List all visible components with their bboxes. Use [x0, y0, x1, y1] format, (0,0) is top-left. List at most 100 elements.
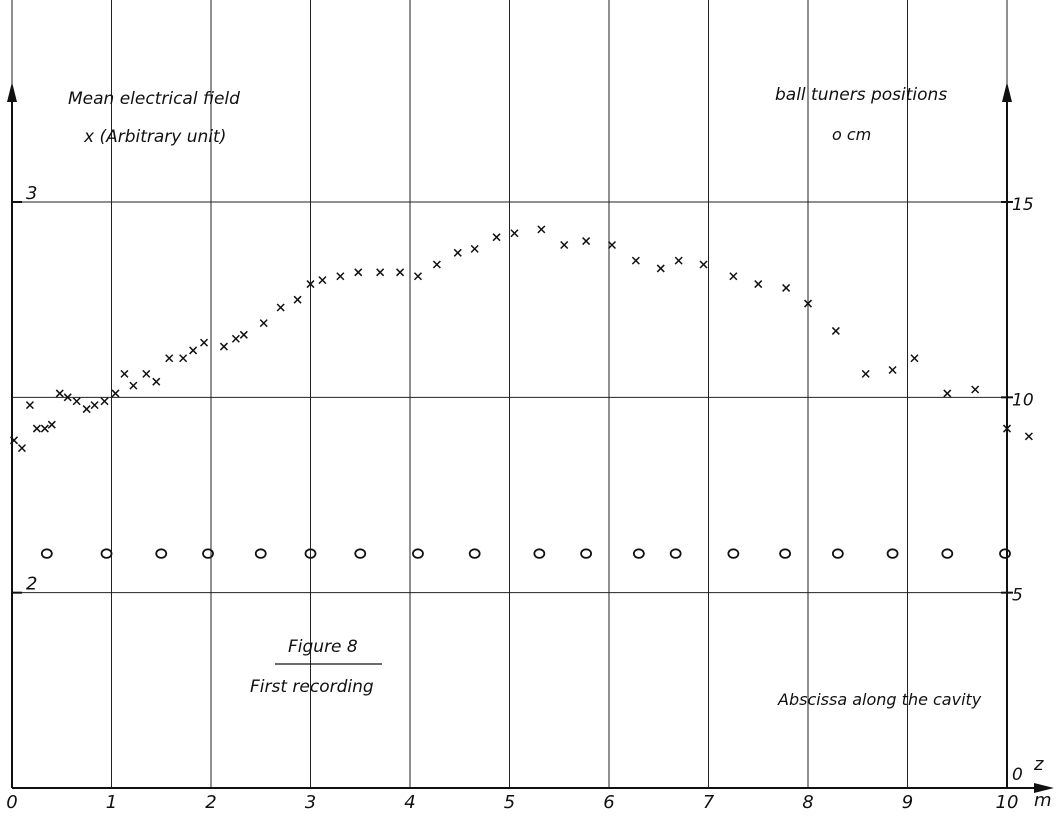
data-point-x — [336, 272, 345, 281]
field-series — [9, 225, 1033, 453]
x-tick-0: 0 — [6, 792, 17, 813]
data-point-x — [971, 385, 980, 394]
data-point-o — [632, 548, 645, 559]
figure-title: Figure 8 — [288, 637, 358, 657]
x-tick-labels: 0 1 2 3 4 5 6 7 8 9 10 — [6, 792, 1018, 813]
data-point-x — [1024, 432, 1033, 441]
left-axis-subtitle: x (Arbitrary unit) — [83, 127, 226, 147]
data-point-o — [468, 548, 481, 559]
x-tick-5: 5 — [504, 792, 515, 813]
data-point-x — [82, 405, 91, 414]
data-point-x — [537, 225, 546, 234]
data-point-x — [239, 330, 248, 339]
right-tick-10: 10 — [1012, 390, 1034, 410]
x-axis-arrow — [1034, 783, 1054, 793]
left-axis-title: Mean electrical field — [68, 89, 240, 109]
data-point-o — [886, 548, 899, 559]
right-tick-0: 0 — [1012, 765, 1023, 785]
data-point-x — [17, 444, 26, 453]
data-point-x — [32, 424, 41, 433]
data-point-x — [754, 280, 763, 289]
data-point-x — [259, 319, 268, 328]
data-point-x — [219, 342, 228, 351]
data-point-x — [63, 393, 72, 402]
data-point-x — [9, 436, 19, 445]
data-point-x — [318, 276, 327, 285]
data-point-x — [432, 260, 441, 269]
right-axis-title: ball tuners positions — [775, 85, 947, 105]
right-axis-subtitle: o cm — [832, 125, 871, 144]
data-point-o — [155, 548, 168, 559]
x-tick-2: 2 — [205, 792, 216, 813]
data-point-x — [492, 233, 501, 242]
data-point-o — [779, 548, 792, 559]
data-point-x — [453, 248, 462, 257]
data-point-x — [413, 272, 422, 281]
data-point-o — [40, 548, 53, 559]
data-point-x — [100, 397, 109, 406]
data-point-x — [129, 381, 138, 390]
left-axis-arrow — [7, 82, 17, 102]
data-point-x — [560, 240, 569, 250]
data-point-x — [729, 272, 738, 281]
data-point-x — [943, 389, 952, 398]
left-tick-3: 3 — [26, 183, 37, 204]
data-point-o — [412, 548, 424, 559]
data-point-x — [510, 229, 519, 238]
axes — [7, 82, 1054, 793]
data-point-x — [72, 397, 81, 406]
x-tick-7: 7 — [703, 792, 715, 813]
data-point-o — [941, 548, 954, 559]
data-point-o — [254, 548, 267, 559]
right-tick-15: 15 — [1012, 195, 1034, 215]
right-axis-arrow — [1002, 82, 1012, 102]
data-point-x — [152, 377, 161, 386]
data-point-x — [376, 268, 385, 277]
data-point-x — [354, 268, 363, 277]
left-axis-tick-labels: 23 — [12, 183, 37, 595]
x-axis-label: z — [1033, 754, 1044, 775]
data-point-x — [831, 326, 840, 335]
data-point-x — [656, 264, 665, 273]
data-point-o — [304, 548, 317, 559]
x-tick-3: 3 — [305, 792, 316, 813]
right-tick-5: 5 — [1012, 586, 1023, 606]
figure-subtitle: First recording — [250, 677, 374, 697]
data-point-x — [142, 369, 151, 378]
left-tick-2: 2 — [26, 574, 37, 595]
data-point-o — [580, 548, 593, 559]
data-point-x — [111, 389, 120, 398]
data-point-x — [293, 295, 302, 304]
data-point-x — [40, 424, 49, 433]
data-point-x — [607, 240, 617, 250]
data-point-x — [631, 256, 640, 265]
data-point-x — [47, 420, 56, 429]
data-point-x — [189, 346, 198, 355]
data-point-o — [999, 548, 1011, 559]
data-point-x — [470, 244, 479, 253]
data-point-x — [1002, 424, 1012, 433]
data-point-x — [165, 354, 174, 363]
data-point-x — [888, 365, 897, 375]
data-point-x — [582, 237, 591, 246]
data-point-x — [306, 280, 315, 289]
x-tick-6: 6 — [603, 792, 614, 813]
data-point-x — [782, 283, 791, 292]
data-point-o — [202, 548, 214, 559]
x-tick-1: 1 — [106, 792, 117, 813]
x-tick-4: 4 — [404, 792, 415, 813]
data-point-x — [25, 401, 34, 410]
data-point-x — [861, 369, 870, 378]
x-tick-9: 9 — [902, 792, 913, 813]
right-axis-tick-labels: 0 5 10 15 — [1001, 195, 1034, 789]
data-point-o — [533, 548, 546, 559]
data-point-x — [90, 401, 99, 410]
data-point-x — [803, 299, 813, 308]
data-point-o — [831, 548, 844, 559]
data-point-x — [120, 369, 129, 378]
data-point-x — [396, 268, 405, 277]
data-point-o — [100, 548, 113, 559]
x-tick-10: 10 — [996, 792, 1019, 813]
data-point-o — [727, 548, 740, 559]
